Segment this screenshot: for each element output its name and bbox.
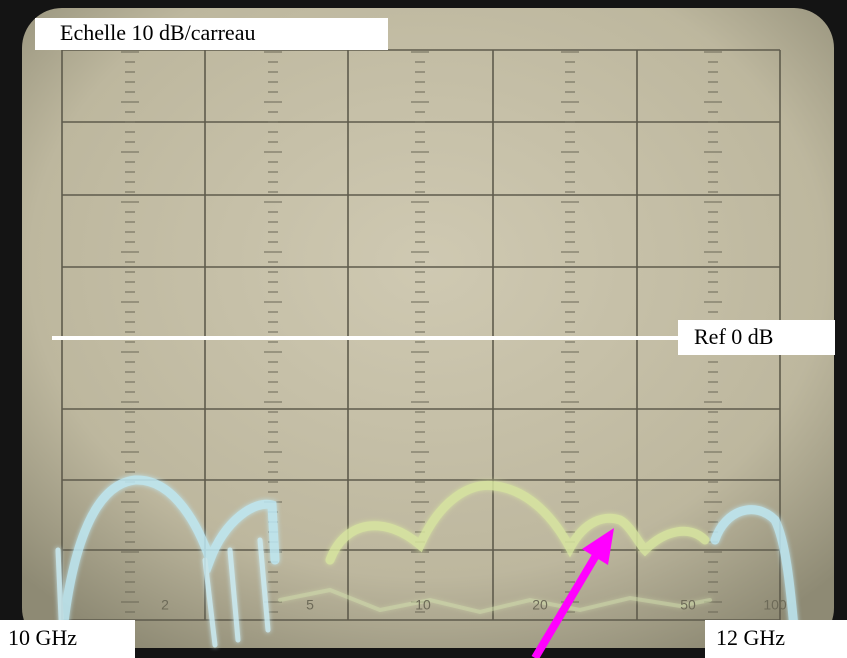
scale-label: 2 <box>161 597 169 613</box>
stop-frequency: 12 GHz <box>716 625 785 650</box>
scale-label: 5 <box>306 597 314 613</box>
scale-label: 100 <box>763 597 787 613</box>
scale-annotation: Echelle 10 dB/carreau <box>60 20 255 45</box>
start-frequency: 10 GHz <box>8 625 77 650</box>
scale-label: 10 <box>415 597 431 613</box>
reference-annotation: Ref 0 dB <box>694 324 773 349</box>
scale-label: 20 <box>532 597 548 613</box>
scope-photo: 2 5 10 20 50 100 Echelle 10 dB/carreau R… <box>0 0 847 658</box>
scale-label: 50 <box>680 597 696 613</box>
